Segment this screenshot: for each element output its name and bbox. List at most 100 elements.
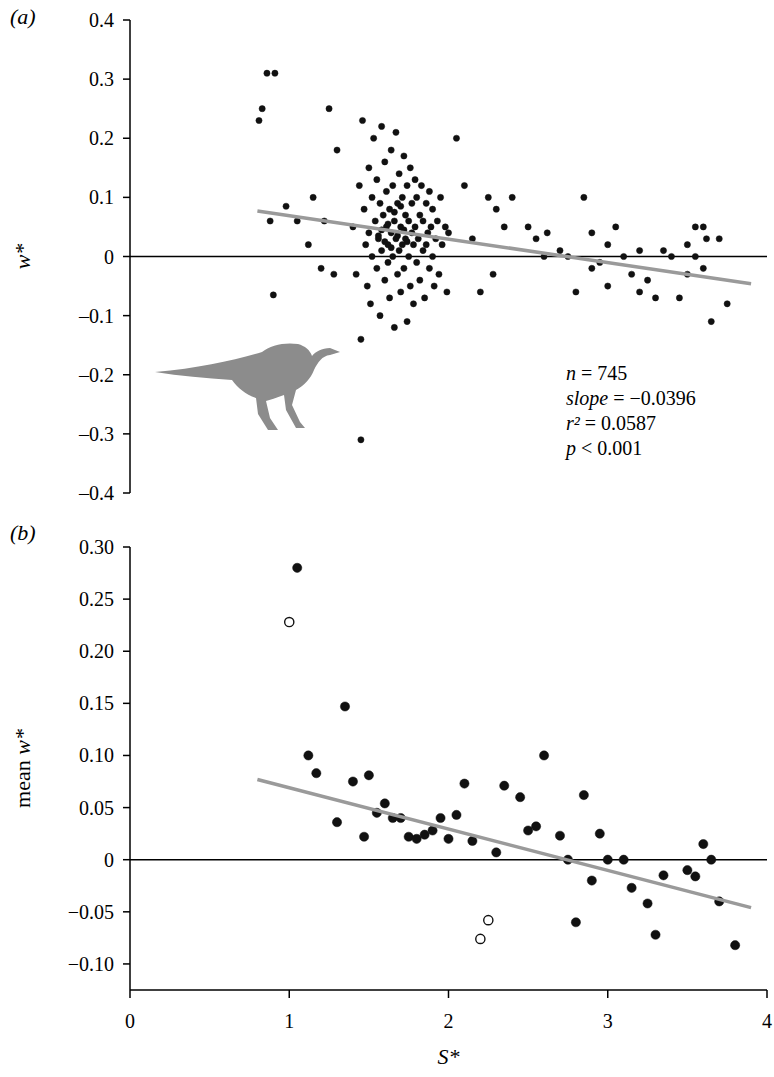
point <box>377 313 383 319</box>
y-tick-label: 0 <box>104 849 114 871</box>
point <box>589 230 595 236</box>
annotation-part: slope <box>566 387 608 410</box>
point <box>272 70 278 76</box>
point <box>391 324 397 330</box>
point <box>283 203 289 209</box>
point <box>394 271 400 277</box>
y-tick <box>123 859 130 861</box>
point <box>581 194 587 200</box>
point <box>382 159 388 165</box>
point <box>668 253 674 259</box>
regression-line <box>257 779 751 907</box>
point <box>404 318 410 324</box>
point <box>356 182 362 188</box>
point <box>391 218 397 224</box>
y-tick-label: –0.2 <box>78 364 114 386</box>
point <box>644 277 650 283</box>
panel: (b)0.300.250.200.150.100.050−0.05−0.1001… <box>10 520 772 1069</box>
point <box>501 224 507 230</box>
y-tick-label: 0.20 <box>79 640 114 662</box>
point <box>358 336 364 342</box>
point <box>361 206 367 212</box>
y-tick <box>123 911 130 913</box>
y-tick-label: –0.4 <box>78 482 114 504</box>
label-part: w* <box>10 729 35 755</box>
y-tick <box>123 807 130 809</box>
annotation: r² = 0.0587 <box>566 412 656 434</box>
point <box>382 239 388 245</box>
point <box>259 106 265 112</box>
point <box>374 265 380 271</box>
y-tick <box>123 546 130 548</box>
plot-area <box>130 70 767 443</box>
x-tick-label: 0 <box>125 1010 135 1032</box>
point <box>708 318 714 324</box>
x-tick-label: 4 <box>762 1010 772 1032</box>
point <box>485 194 491 200</box>
point <box>426 265 432 271</box>
point <box>304 751 313 760</box>
plot-area <box>130 563 767 950</box>
point <box>312 769 321 778</box>
point <box>359 117 365 123</box>
point <box>605 242 611 248</box>
annotation-part: = 745 <box>576 362 627 384</box>
point <box>374 177 380 183</box>
y-tick <box>123 492 130 494</box>
point <box>423 200 429 206</box>
point <box>386 295 392 301</box>
point <box>414 194 420 200</box>
y-tick <box>123 963 130 965</box>
point <box>437 194 443 200</box>
point <box>390 253 396 259</box>
point <box>571 918 580 927</box>
point <box>364 771 373 780</box>
point <box>363 242 369 248</box>
point <box>267 218 273 224</box>
y-axis-label: w* <box>10 244 35 270</box>
point <box>428 224 434 230</box>
point <box>353 271 359 277</box>
annotation-part: r² <box>566 412 581 434</box>
point <box>589 265 595 271</box>
x-tick <box>607 990 609 998</box>
point <box>629 271 635 277</box>
y-tick-label: –0.1 <box>78 305 114 327</box>
point <box>539 751 548 760</box>
x-tick <box>129 990 131 998</box>
y-tick-label: 0 <box>104 246 114 268</box>
point <box>613 224 619 230</box>
y-axis <box>129 547 131 990</box>
point <box>270 292 276 298</box>
point <box>417 277 423 283</box>
point <box>409 200 415 206</box>
point <box>573 289 579 295</box>
point <box>461 182 467 188</box>
label-part: mean <box>10 755 35 808</box>
point <box>379 123 385 129</box>
point <box>436 813 445 822</box>
point <box>595 829 604 838</box>
point <box>410 301 416 307</box>
point <box>731 941 740 950</box>
point <box>369 194 375 200</box>
annotation-part: n <box>566 362 576 384</box>
point <box>422 295 428 301</box>
x-tick <box>448 990 450 998</box>
point <box>402 212 408 218</box>
panel-label: (b) <box>10 520 36 545</box>
point <box>332 818 341 827</box>
point <box>429 253 435 259</box>
point <box>423 242 429 248</box>
point <box>692 224 698 230</box>
label-part: S* <box>438 1044 460 1069</box>
x-axis-label: S* <box>438 1044 460 1069</box>
y-tick-label: 0.15 <box>79 692 114 714</box>
point <box>404 239 410 245</box>
point <box>477 289 483 295</box>
point <box>493 206 499 212</box>
point <box>369 253 375 259</box>
point <box>264 70 270 76</box>
point <box>379 247 385 253</box>
point <box>410 242 416 248</box>
